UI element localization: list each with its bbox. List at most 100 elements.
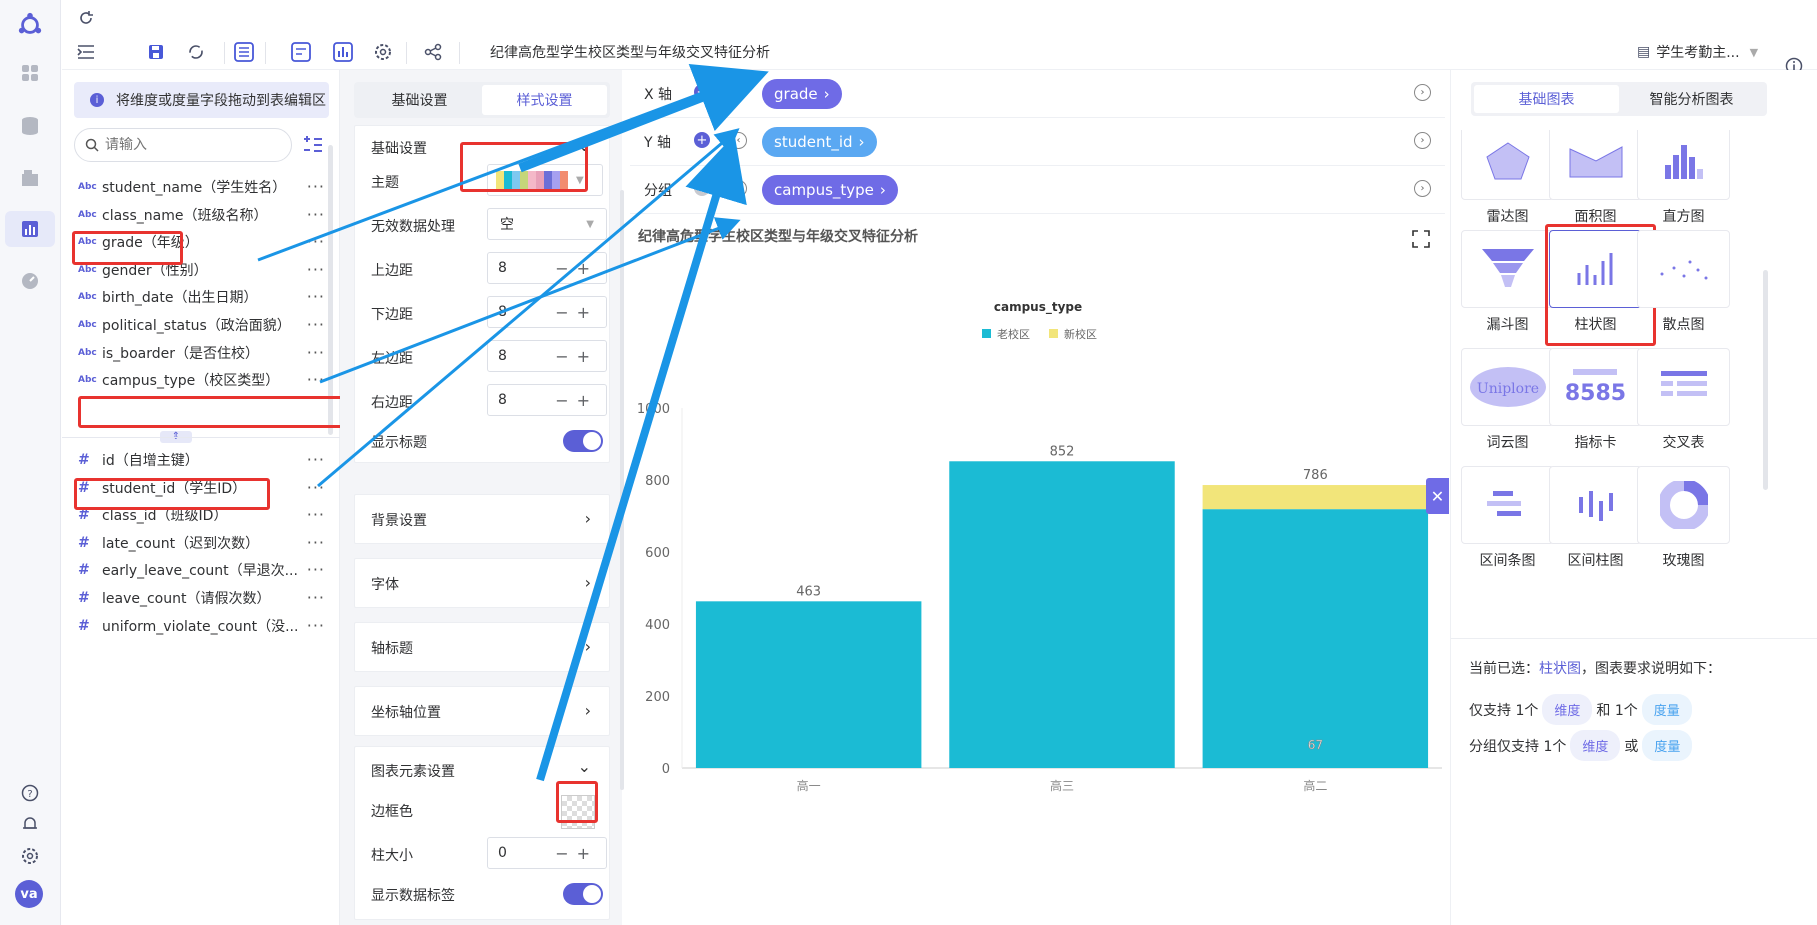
chevron-circle-right-icon[interactable]: › [1414,132,1431,149]
more-icon[interactable]: ··· [306,450,325,469]
tab-style-settings[interactable]: 样式设置 [482,85,607,115]
gear-icon[interactable] [371,40,395,64]
save-icon[interactable] [144,40,168,64]
bell-icon[interactable] [17,811,43,837]
avatar[interactable]: va [15,880,43,908]
scrollbar[interactable] [1763,270,1768,490]
more-icon[interactable]: ··· [306,370,325,390]
chart-type-tile[interactable] [1549,130,1642,200]
table-view-icon[interactable] [232,40,256,64]
add-group-field-icon[interactable]: + [694,180,710,196]
field-item[interactable]: # early_leave_count（早退次... [78,557,298,583]
left-margin-input[interactable]: 8 −+ [487,340,607,372]
app-logo-icon[interactable] [17,12,43,38]
field-item[interactable]: # uniform_violate_count（没... [78,613,298,639]
chart-type-tile[interactable] [1637,348,1730,426]
chart-type-tile[interactable] [1549,230,1642,308]
chart-type-tile[interactable]: 8585 [1549,348,1642,426]
chart-type-tile[interactable]: Uniplore [1461,348,1554,426]
field-item[interactable]: # id（自增主键） [78,447,199,473]
dashboard-icon[interactable] [17,60,43,86]
more-icon[interactable]: ··· [306,615,325,635]
chevron-circle-right-icon[interactable]: › [1414,84,1431,101]
field-item[interactable]: Abc campus_type（校区类型） [78,367,279,393]
chart-icon[interactable] [5,211,55,247]
top-margin-input[interactable]: 8 −+ [487,252,607,284]
bar-size-input[interactable]: 0 −+ [487,837,607,869]
chevron-down-icon[interactable]: ⌄ [577,757,591,776]
chart-type-tile[interactable] [1549,466,1642,544]
field-item[interactable]: Abc grade（年级） [78,229,199,255]
scrollbar[interactable] [328,145,333,435]
show-data-label-toggle[interactable] [563,883,603,905]
stepper-icon[interactable]: −+ [555,302,598,322]
more-icon[interactable]: ··· [306,315,325,334]
chart-type-tile[interactable] [1461,466,1554,544]
dataset-icon[interactable] [17,165,43,191]
chart-settings-icon[interactable] [289,40,313,64]
more-icon[interactable]: ··· [306,177,325,196]
show-title-toggle[interactable] [563,430,603,452]
more-icon[interactable]: ··· [306,588,325,607]
more-icon[interactable]: ··· [306,259,325,279]
more-icon[interactable]: ··· [306,342,325,362]
stepper-icon[interactable]: −+ [555,346,598,366]
axis-title-row[interactable]: 轴标题 › [354,622,610,672]
collapse-menu-icon[interactable] [74,40,98,64]
stepper-icon[interactable]: −+ [555,390,598,410]
y-field-pill[interactable]: student_id › [762,127,877,157]
chevron-circle-left-icon[interactable]: ‹ [730,132,747,149]
add-x-field-icon[interactable]: + [694,84,710,100]
axis-position-row[interactable]: 坐标轴位置 › [354,686,610,736]
bottom-margin-input[interactable]: 8 −+ [487,296,607,328]
scrollbar[interactable] [620,190,624,790]
invalid-data-select[interactable]: 空 ▼ [487,208,607,240]
share-icon[interactable] [421,40,445,64]
group-field-pill[interactable]: campus_type › [762,175,898,205]
more-icon[interactable]: ··· [306,477,325,497]
dataset-selector[interactable]: ▤ 学生考勤主... ▼ [1637,42,1758,62]
chevron-circle-right-icon[interactable]: › [1414,180,1431,197]
field-search[interactable] [74,128,292,162]
field-item[interactable]: # leave_count（请假次数） [78,585,270,611]
more-icon[interactable]: ··· [306,287,325,307]
field-item[interactable]: # class_id（班级ID） [78,502,227,528]
field-item[interactable]: Abc political_status（政治面貌） [78,312,291,338]
right-margin-input[interactable]: 8 −+ [487,384,607,416]
stepper-icon[interactable]: −+ [555,843,598,863]
settings-icon[interactable] [17,843,43,869]
tab-basic-settings[interactable]: 基础设置 [391,93,448,109]
add-y-field-icon[interactable]: + [694,132,710,148]
tab-smart-charts[interactable]: 智能分析图表 [1649,92,1734,108]
chart-type-tile[interactable] [1637,230,1730,308]
more-icon[interactable]: ··· [306,560,325,580]
field-item[interactable]: # student_id（学生ID） [78,475,246,501]
chart-type-tile[interactable] [1637,130,1730,200]
search-input[interactable] [105,137,265,153]
more-icon[interactable]: ··· [306,232,325,252]
field-item[interactable]: Abc gender（性别） [78,257,208,283]
chart-type-tile[interactable] [1461,130,1554,200]
database-icon[interactable] [17,113,43,139]
add-calc-field-icon[interactable] [302,134,324,160]
field-item[interactable]: Abc birth_date（出生日期） [78,284,257,310]
chevron-circle-left-icon[interactable]: ‹ [730,180,747,197]
chart-type-tile[interactable] [1637,466,1730,544]
background-settings-row[interactable]: 背景设置 › [354,494,610,544]
chart-view-icon[interactable] [331,40,355,64]
field-item[interactable]: # late_count（迟到次数） [78,530,259,556]
more-icon[interactable]: ··· [306,204,325,224]
fullscreen-icon[interactable] [1412,230,1430,252]
tab-basic-charts[interactable]: 基础图表 [1474,85,1619,113]
more-icon[interactable]: ··· [306,532,325,552]
monitor-icon[interactable] [17,268,43,294]
sync-icon[interactable] [184,40,208,64]
field-item[interactable]: Abc student_name（学生姓名） [78,174,286,200]
field-item[interactable]: Abc is_boarder（是否住校） [78,340,259,366]
more-icon[interactable]: ··· [306,505,325,525]
stepper-icon[interactable]: −+ [555,258,598,278]
help-icon[interactable]: ? [17,780,43,806]
font-settings-row[interactable]: 字体 › [354,558,610,608]
field-item[interactable]: Abc class_name（班级名称） [78,202,267,228]
refresh-icon[interactable] [74,6,98,30]
